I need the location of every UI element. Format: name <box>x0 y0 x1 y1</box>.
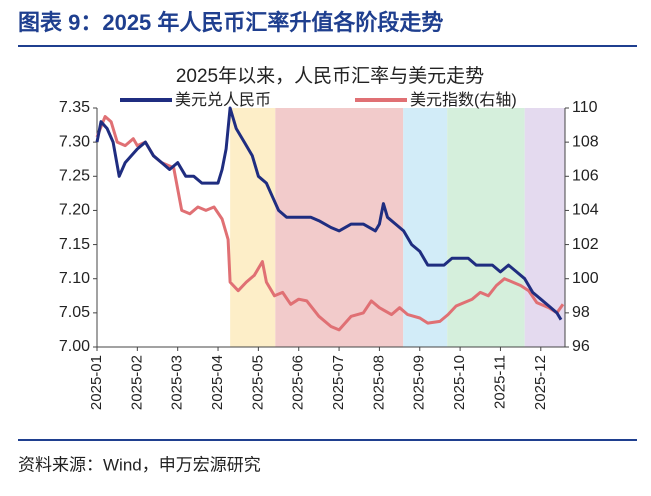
y2-tick-label: 110 <box>572 99 598 116</box>
series-line <box>95 106 563 321</box>
y-tick-label: 7.35 <box>59 99 90 116</box>
x-tick-label: 2025-03 <box>169 355 186 410</box>
legend-label: 美元指数(右轴) <box>410 91 517 109</box>
chart-title: 2025年以来，人民币汇率与美元走势 <box>176 65 484 87</box>
y2-tick-label: 100 <box>572 270 599 287</box>
stage-band <box>230 108 276 347</box>
y-tick-label: 7.30 <box>59 133 90 150</box>
y-tick-label: 7.15 <box>59 236 90 253</box>
stage-band <box>403 108 448 347</box>
y2-tick-label: 108 <box>572 133 599 150</box>
y2-tick-label: 106 <box>572 168 599 185</box>
y2-tick-label: 98 <box>572 304 590 321</box>
x-tick-label: 2025-10 <box>451 355 468 410</box>
y2-tick-label: 96 <box>572 338 590 355</box>
y-tick-label: 7.05 <box>59 304 90 321</box>
y-tick-label: 7.25 <box>59 168 90 185</box>
stage-band <box>447 108 525 347</box>
plot-area: 7.00 7.05 7.10 7.15 7.20 7.25 7.30 7.35 96 98 100 1… <box>59 91 599 410</box>
x-tick-label: 2025-08 <box>370 355 387 410</box>
y-tick-label: 7.20 <box>59 202 90 219</box>
x-tick-label: 2025-09 <box>411 355 428 410</box>
source-note: 资料来源：Wind，申万宏源研究 <box>18 455 261 474</box>
x-tick-label: 2025-01 <box>88 355 105 410</box>
x-tick-label: 2025-02 <box>128 355 145 410</box>
y-tick-label: 7.10 <box>59 270 90 287</box>
y-tick-label: 7.00 <box>59 338 90 355</box>
x-tick-label: 2025-07 <box>330 355 347 410</box>
x-tick-label: 2025-12 <box>532 355 549 410</box>
x-tick-label: 2025-06 <box>290 355 307 410</box>
legend-label: 美元兑人民币 <box>175 91 271 109</box>
x-tick-label: 2025-11 <box>491 355 508 409</box>
y2-tick-label: 102 <box>572 236 599 253</box>
x-tick-label: 2025-04 <box>209 355 226 410</box>
y2-tick-label: 104 <box>572 202 599 219</box>
figure-title: 图表 9：2025 年人民币汇率升值各阶段走势 <box>18 10 443 35</box>
stage-band <box>275 108 404 347</box>
x-tick-label: 2025-05 <box>249 355 266 410</box>
